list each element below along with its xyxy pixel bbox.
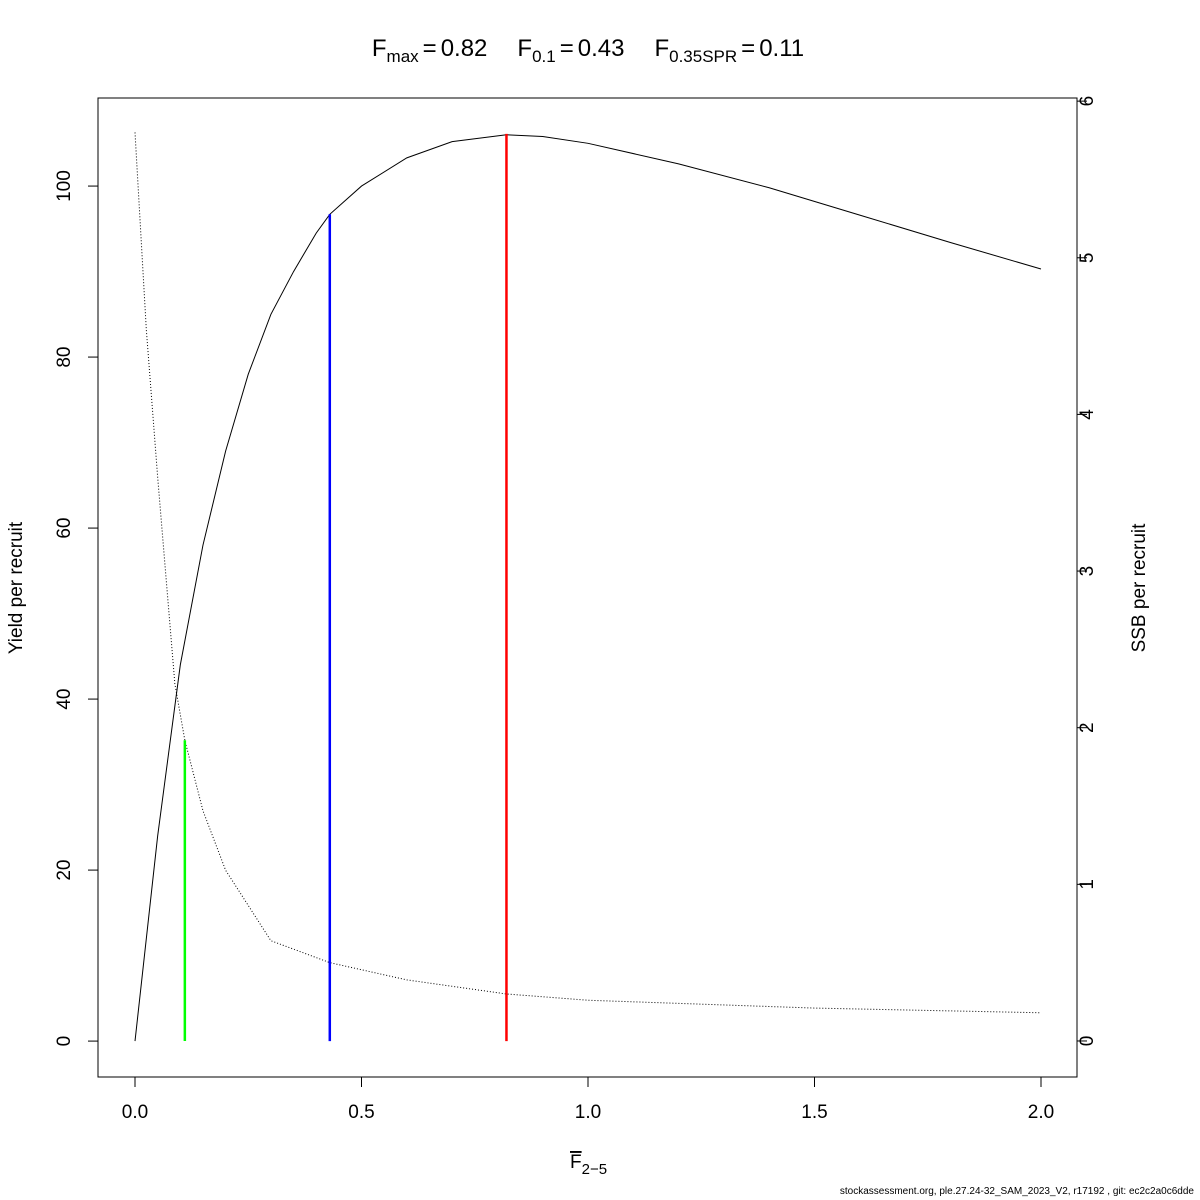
y-tick-label: 100: [54, 170, 75, 202]
x-axis-label: F2−5: [570, 1152, 607, 1178]
title-value: 0.43: [578, 35, 625, 62]
title-subscript: 0.1: [532, 47, 556, 66]
x-tick-label: 0.0: [122, 1102, 148, 1123]
x-label-symbol: F: [570, 1152, 582, 1173]
y2-tick-label: 3: [1077, 566, 1098, 577]
y2-axis-label: SSB per recruit: [1129, 523, 1150, 653]
y-tick-label: 80: [54, 347, 75, 368]
y2-tick-label: 4: [1077, 409, 1098, 420]
title-subscript: 0.35SPR: [669, 47, 737, 66]
y-tick-label: 40: [54, 689, 75, 710]
y2-tick-label: 6: [1077, 96, 1098, 107]
y2-tick-label: 0: [1077, 1036, 1098, 1047]
title-subscript: max: [387, 47, 420, 66]
title-symbol: F: [654, 35, 669, 62]
x-tick-label: 1.0: [575, 1102, 601, 1123]
title-symbol: F: [517, 35, 532, 62]
title-value: 0.82: [441, 35, 488, 62]
yield-curve: [134, 134, 1042, 1042]
y-tick-label: 60: [54, 518, 75, 539]
chart-title: Fmax = 0.82 F0.1 = 0.43 F0.35SPR = 0.11: [372, 35, 804, 66]
y2-tick-label: 1: [1077, 879, 1098, 890]
footer: stockassessment.org, ple.27.24-32_SAM_20…: [840, 1186, 1195, 1197]
x-label-subscript: 2−5: [582, 1161, 607, 1178]
x-tick-label: 1.5: [801, 1102, 827, 1123]
y-tick-label: 0: [54, 1036, 75, 1047]
x-tick-label: 0.5: [348, 1102, 374, 1123]
title-equals: =: [560, 35, 574, 62]
title-equals: =: [741, 35, 755, 62]
y-tick-label: 20: [54, 860, 75, 881]
title-symbol: F: [372, 35, 387, 62]
title-equals: =: [423, 35, 437, 62]
y2-tick-label: 2: [1077, 722, 1098, 733]
x-tick-label: 2.0: [1028, 1102, 1054, 1123]
plot-frame: [97, 97, 1078, 1078]
y2-tick-label: 5: [1077, 252, 1098, 263]
ssb-curve: [134, 132, 1042, 1014]
title-value: 0.11: [759, 35, 804, 62]
y-axis-label: Yield per recruit: [6, 521, 27, 654]
